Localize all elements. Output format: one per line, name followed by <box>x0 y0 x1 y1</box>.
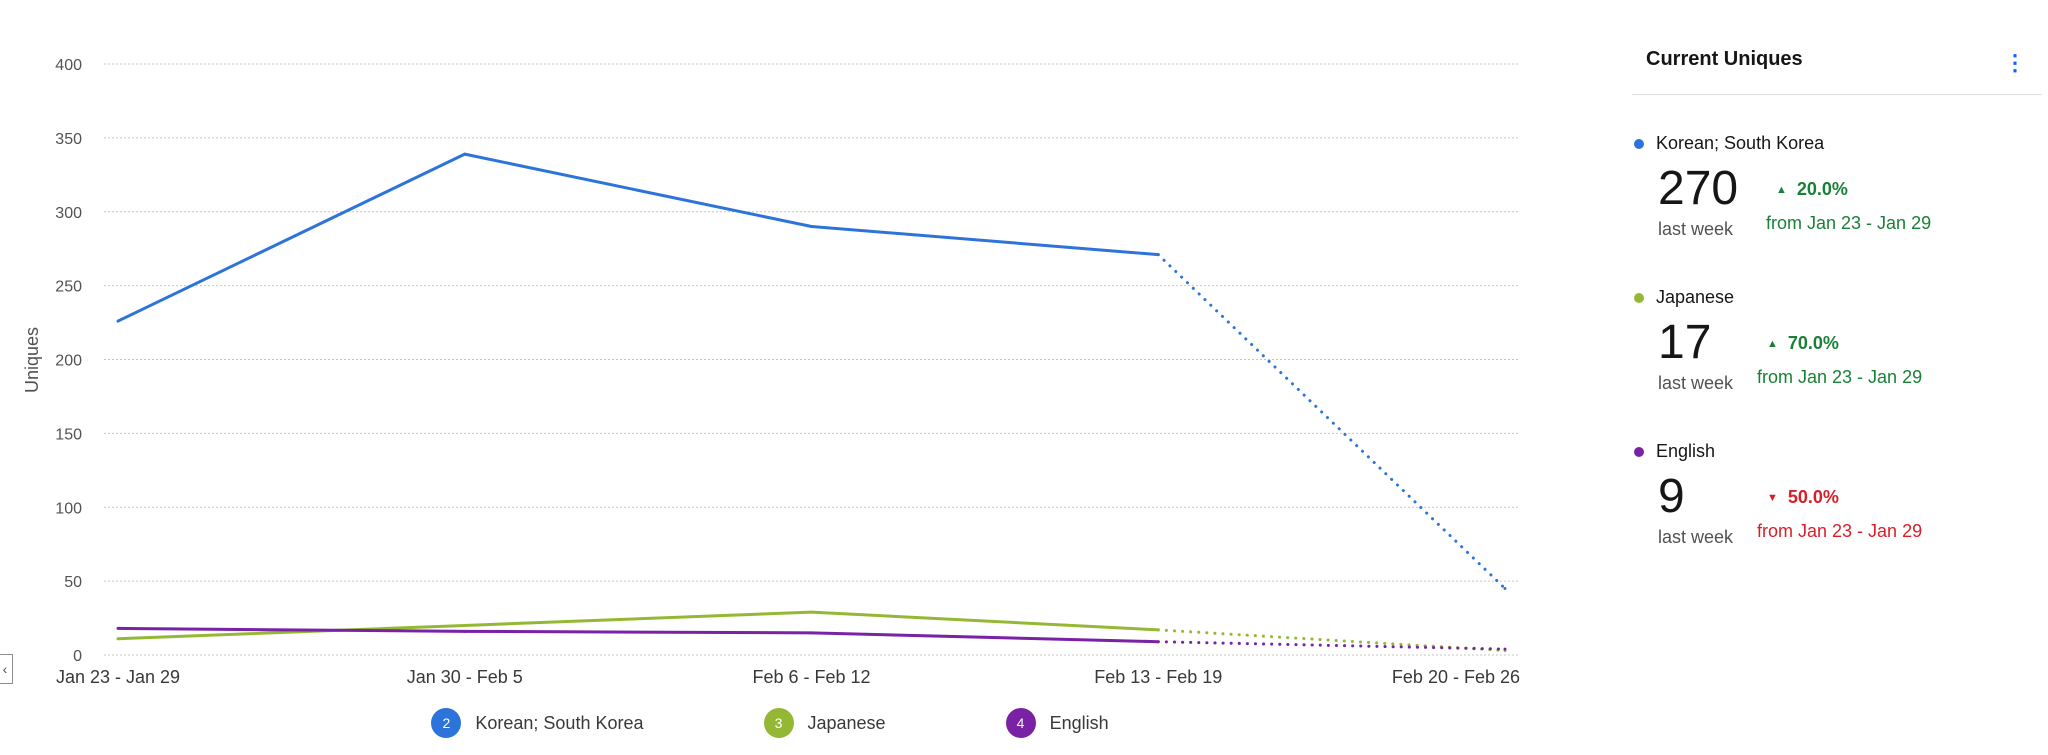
x-axis-ticks: Jan 23 - Jan 29 Jan 30 - Feb 5 Feb 6 - Feb… <box>56 667 1520 687</box>
metric-value: 9 <box>1658 470 1685 523</box>
y-tick-label: 200 <box>55 353 82 370</box>
data-point <box>463 623 467 627</box>
x-tick-label: Feb 6 - Feb 12 <box>752 667 870 687</box>
x-tick-label: Feb 20 - Feb 26 <box>1392 667 1520 687</box>
series-projection-line <box>1156 253 1507 591</box>
chart-legend: 2 Korean; South Korea 3 Japanese 4 Engli… <box>0 708 1540 738</box>
divider <box>1632 94 2042 95</box>
metric-header: English <box>1634 441 1715 462</box>
metric-label: English <box>1656 441 1716 461</box>
legend-badge-english: 4 <box>1005 708 1036 738</box>
legend-label-english: English <box>1049 712 1109 733</box>
series-lines <box>116 152 1507 653</box>
series-line <box>117 152 1159 323</box>
data-point <box>1503 647 1507 651</box>
collapse-panel-button[interactable]: ‹ <box>0 654 13 684</box>
data-point <box>1156 253 1160 257</box>
data-point <box>116 319 120 323</box>
legend-item-english[interactable]: 4 English <box>1005 708 1109 738</box>
y-tick-label: 350 <box>55 131 82 148</box>
series-line <box>117 626 1159 644</box>
metric-value: 17 <box>1658 316 1712 369</box>
data-point <box>463 629 467 633</box>
y-tick-label: 0 <box>73 648 82 665</box>
y-tick-label: 250 <box>55 279 82 296</box>
trend-down-icon: ▼ <box>1767 491 1778 504</box>
legend-item-korean[interactable]: 2 Korean; South Korea <box>431 708 644 738</box>
trend-up-icon: ▲ <box>1767 337 1778 350</box>
legend-item-japanese[interactable]: 3 Japanese <box>763 708 886 738</box>
metric-label: Japanese <box>1656 287 1735 307</box>
series-projection-line <box>1156 640 1507 651</box>
data-point <box>810 631 813 635</box>
data-point <box>1156 628 1160 632</box>
y-axis-label: Uniques <box>22 327 42 393</box>
trend-up-icon: ▲ <box>1776 183 1787 196</box>
x-tick-label: Jan 30 - Feb 5 <box>407 667 523 687</box>
y-axis-ticks: 0 50 100 150 200 250 300 350 400 <box>55 57 82 665</box>
data-point <box>1503 587 1507 591</box>
panel-title: Current Uniques <box>1646 48 1803 70</box>
series-projection-line <box>1156 628 1507 653</box>
metric-period: last week <box>1658 527 1734 547</box>
y-tick-label: 400 <box>55 57 82 74</box>
x-tick-label: Jan 23 - Jan 29 <box>56 667 180 687</box>
metric-period: last week <box>1658 373 1734 393</box>
metric-value: 270 <box>1658 162 1739 215</box>
legend-badge-japanese: 3 <box>763 708 794 738</box>
metric-change-value: 20.0% <box>1796 179 1848 199</box>
metric-period: last week <box>1658 219 1734 239</box>
metric-comparison: from Jan 23 - Jan 29 <box>1757 367 1923 387</box>
series-color-dot <box>1634 446 1644 457</box>
current-uniques-panel: Current Uniques ⋮ Korean; South Korea 27… <box>1632 0 2042 755</box>
metric-label: Korean; South Korea <box>1656 133 1825 153</box>
metric-comparison: from Jan 23 - Jan 29 <box>1766 213 1932 233</box>
data-point <box>116 626 120 630</box>
data-point <box>810 225 813 229</box>
metric-comparison: from Jan 23 - Jan 29 <box>1757 521 1923 541</box>
overflow-menu-icon[interactable]: ⋮ <box>2004 50 2026 75</box>
series-line <box>117 610 1159 641</box>
y-tick-label: 150 <box>55 426 82 443</box>
metric-header: Korean; South Korea <box>1634 133 1824 154</box>
metric-change-value: 70.0% <box>1787 333 1839 353</box>
y-tick-label: 100 <box>55 500 82 517</box>
legend-label-korean: Korean; South Korea <box>475 712 644 733</box>
metric-change: ▼ 50.0% <box>1767 487 1839 508</box>
metric-change: ▲ 20.0% <box>1776 179 1848 200</box>
legend-label-japanese: Japanese <box>807 712 886 733</box>
series-color-dot <box>1634 138 1644 149</box>
metric-header: Japanese <box>1634 287 1734 308</box>
y-tick-label: 50 <box>64 574 82 591</box>
legend-badge-korean: 2 <box>431 708 462 738</box>
data-point <box>116 637 120 641</box>
metric-change: ▲ 70.0% <box>1767 333 1839 354</box>
y-tick-label: 300 <box>55 205 82 222</box>
line-chart: 0 50 100 150 200 250 300 350 400 Jan 23 - Jan 29… <box>22 57 1520 687</box>
data-point <box>463 152 467 156</box>
gridlines <box>104 63 1520 656</box>
data-point <box>1156 640 1160 644</box>
data-point <box>810 610 813 614</box>
series-color-dot <box>1634 292 1644 303</box>
x-tick-label: Feb 13 - Feb 19 <box>1094 667 1222 687</box>
metric-change-value: 50.0% <box>1787 487 1839 507</box>
